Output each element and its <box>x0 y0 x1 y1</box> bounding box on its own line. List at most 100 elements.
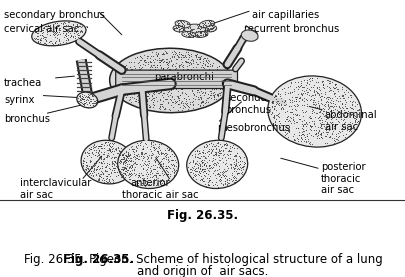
Point <box>314 80 320 84</box>
Point <box>104 161 111 165</box>
Point <box>269 100 275 105</box>
Point <box>303 97 309 102</box>
Point <box>324 130 330 134</box>
Ellipse shape <box>173 25 184 32</box>
Point <box>319 81 325 86</box>
Point <box>237 155 243 159</box>
Point <box>325 127 332 132</box>
Ellipse shape <box>183 24 205 33</box>
Point <box>302 139 308 143</box>
Point <box>89 165 95 170</box>
Point <box>104 179 111 184</box>
Point <box>149 54 156 58</box>
Point <box>134 100 141 104</box>
Point <box>171 101 178 106</box>
Point <box>157 64 164 69</box>
Point <box>293 95 300 99</box>
Point <box>319 109 325 113</box>
Point <box>332 131 339 136</box>
Point <box>183 33 189 37</box>
Point <box>147 73 153 78</box>
Point <box>323 109 330 114</box>
Point <box>219 148 226 152</box>
Point <box>190 96 196 101</box>
Point <box>314 116 321 120</box>
Point <box>149 163 156 167</box>
Point <box>74 32 80 36</box>
Point <box>63 29 70 33</box>
Point <box>191 96 197 101</box>
Point <box>160 99 166 103</box>
Point <box>174 21 181 26</box>
Ellipse shape <box>241 30 258 41</box>
Point <box>285 104 291 108</box>
Point <box>121 72 128 76</box>
Point <box>163 67 169 72</box>
Point <box>225 148 232 153</box>
Point <box>213 66 220 71</box>
Point <box>210 71 216 76</box>
Point <box>215 76 221 81</box>
Point <box>202 24 209 28</box>
Point <box>149 68 156 72</box>
Point <box>196 56 202 61</box>
Point <box>116 171 123 176</box>
Point <box>342 100 349 104</box>
Point <box>281 102 288 107</box>
Point <box>168 74 175 78</box>
Point <box>205 27 211 31</box>
Point <box>138 152 145 156</box>
Point <box>170 96 177 101</box>
Point <box>138 150 144 154</box>
Point <box>88 93 95 97</box>
Point <box>275 102 281 107</box>
Ellipse shape <box>186 140 247 189</box>
Point <box>123 170 130 174</box>
Point <box>149 84 156 88</box>
Point <box>132 86 139 91</box>
Point <box>227 149 234 153</box>
Point <box>347 120 354 125</box>
Text: air sac: air sac <box>324 122 357 132</box>
Point <box>211 152 217 157</box>
Point <box>297 81 303 86</box>
Point <box>189 103 196 107</box>
Point <box>67 34 74 38</box>
Point <box>165 107 172 112</box>
Point <box>203 28 210 32</box>
Point <box>123 173 129 177</box>
Point <box>230 165 237 170</box>
Point <box>105 162 112 166</box>
Point <box>99 159 106 163</box>
Point <box>100 178 107 182</box>
Point <box>162 157 168 162</box>
Point <box>79 96 85 101</box>
Point <box>109 146 116 150</box>
Point <box>149 105 156 109</box>
Point <box>217 80 224 85</box>
Point <box>132 97 139 101</box>
Point <box>179 87 185 92</box>
Point <box>185 61 192 65</box>
Point <box>349 98 355 103</box>
Point <box>140 160 147 165</box>
Point <box>199 82 206 86</box>
Point <box>151 65 158 69</box>
Point <box>284 126 290 131</box>
Point <box>321 127 327 131</box>
Point <box>166 108 173 112</box>
Point <box>202 32 209 36</box>
Point <box>77 93 83 97</box>
Point <box>340 122 346 126</box>
Point <box>203 143 209 147</box>
Point <box>175 85 181 89</box>
Point <box>97 172 103 176</box>
Point <box>230 169 237 173</box>
Point <box>157 58 164 62</box>
Point <box>36 39 43 44</box>
Point <box>127 99 134 104</box>
Point <box>224 153 231 157</box>
Point <box>211 86 218 91</box>
Point <box>326 96 333 100</box>
Point <box>191 92 197 96</box>
